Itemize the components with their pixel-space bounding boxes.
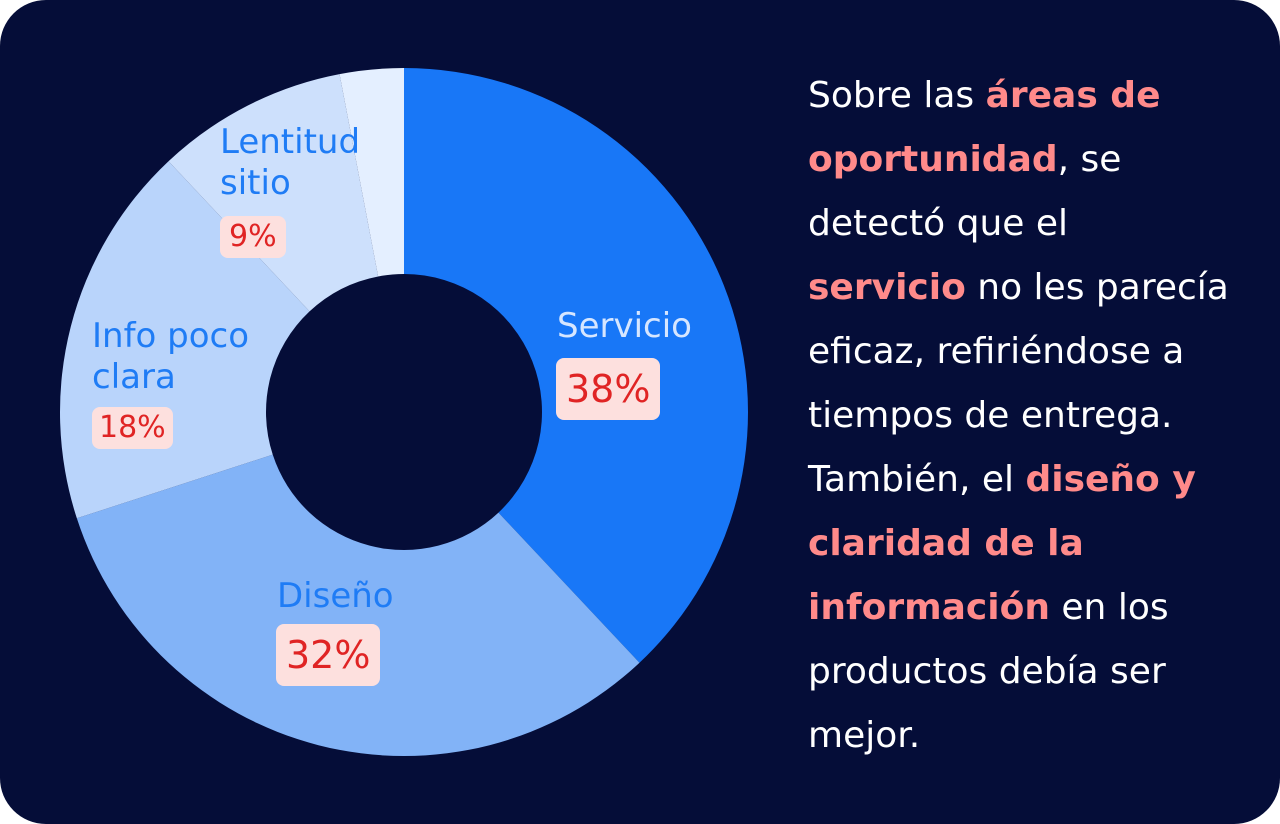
description-line: servicio no les parecía — [808, 256, 1258, 320]
slice-percent-info-poco-clara: 18% — [92, 407, 173, 449]
slice-label-servicio: Servicio — [557, 306, 692, 346]
description-text: Sobre las áreas de oportunidad, se detectó… — [808, 64, 1258, 768]
description-line: mejor. — [808, 704, 1258, 768]
description-line: claridad de la — [808, 512, 1258, 576]
donut-slice-other — [339, 68, 404, 277]
slice-label-info-poco-clara: Info poco clara — [92, 316, 249, 399]
description-line: tiempos de entrega. — [808, 384, 1258, 448]
description-line: productos debía ser — [808, 640, 1258, 704]
highlight-text: servicio — [808, 267, 966, 308]
description-segment: tiempos de entrega. — [808, 395, 1173, 436]
description-line: Sobre las áreas de — [808, 64, 1258, 128]
description-segment: mejor. — [808, 715, 921, 756]
highlight-text: áreas de — [985, 75, 1161, 116]
slice-label-line: Lentitud — [220, 122, 361, 162]
description-line: eficaz, refiriéndose a — [808, 320, 1258, 384]
slice-label-diseno: Diseño — [277, 576, 394, 616]
description-segment: eficaz, refiriéndose a — [808, 331, 1185, 372]
description-segment: detectó que el — [808, 203, 1069, 244]
slice-label-line: Info poco — [92, 316, 250, 356]
slice-label-line: sitio — [220, 163, 291, 204]
donut-chart — [60, 68, 748, 756]
description-segment: en los — [1049, 587, 1169, 628]
description-line: oportunidad, se — [808, 128, 1258, 192]
description-segment: Sobre las — [808, 75, 986, 116]
description-segment: , se — [1057, 139, 1122, 180]
slice-label-lentitud-sitio: Lentitud sitio — [220, 122, 360, 205]
slice-percent-diseno: 32% — [276, 624, 381, 686]
donut-slice-diseño — [76, 454, 640, 756]
description-line: detectó que el — [808, 192, 1258, 256]
slice-percent-servicio: 38% — [556, 358, 661, 420]
description-line: También, el diseño y — [808, 448, 1258, 512]
highlight-text: oportunidad — [808, 139, 1058, 180]
donut-slice-lentitud-sitio — [168, 74, 379, 312]
slice-percent-lentitud-sitio: 9% — [220, 216, 286, 258]
slice-label-line: clara — [92, 357, 176, 398]
description-segment: productos debía ser — [808, 651, 1166, 692]
description-line: información en los — [808, 576, 1258, 640]
description-segment: no les parecía — [965, 267, 1229, 308]
highlight-text: información — [808, 587, 1050, 628]
highlight-text: diseño y — [1025, 459, 1196, 500]
description-segment: También, el — [808, 459, 1026, 500]
highlight-text: claridad de la — [808, 523, 1084, 564]
